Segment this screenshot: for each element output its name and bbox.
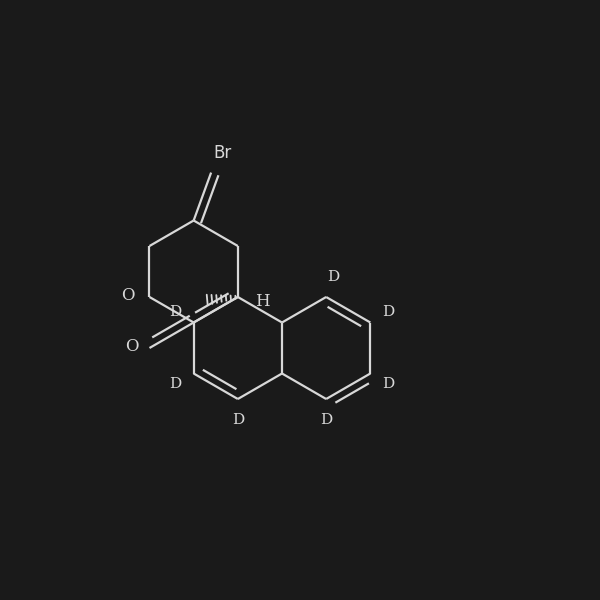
Text: D: D <box>232 413 244 427</box>
Text: D: D <box>169 305 182 319</box>
Text: H: H <box>254 293 269 310</box>
Text: O: O <box>121 287 134 304</box>
Text: D: D <box>382 377 395 391</box>
Text: D: D <box>327 270 340 284</box>
Text: D: D <box>320 413 332 427</box>
Text: O: O <box>125 338 139 355</box>
Text: D: D <box>169 377 182 391</box>
Text: Br: Br <box>214 144 232 162</box>
Text: D: D <box>382 305 395 319</box>
